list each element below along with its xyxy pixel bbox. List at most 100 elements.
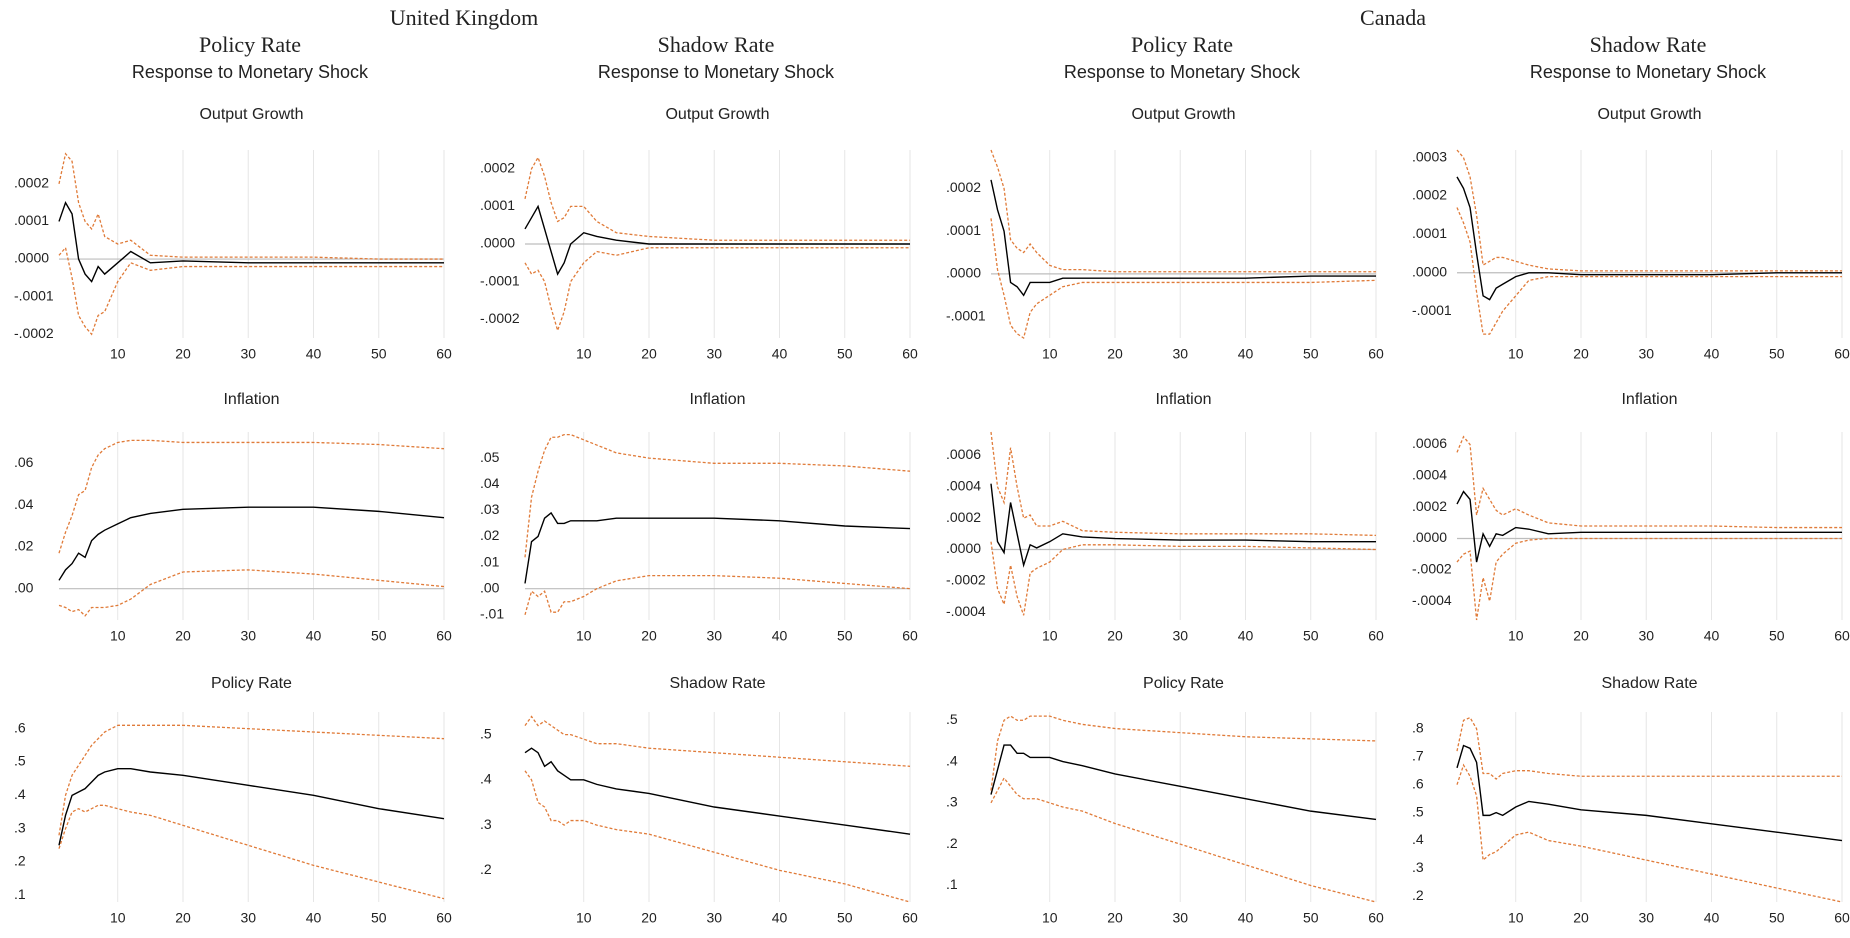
band-line bbox=[58, 804, 445, 900]
y-tick-label: .1 bbox=[14, 886, 26, 902]
panel-title: Output Growth bbox=[665, 106, 769, 123]
x-tick-label: 40 bbox=[306, 346, 322, 362]
x-tick-label: 50 bbox=[1769, 628, 1785, 644]
y-tick-label: -.0002 bbox=[1412, 561, 1452, 577]
y-tick-label: .3 bbox=[14, 819, 26, 835]
y-tick-label: .0006 bbox=[1412, 435, 1447, 451]
x-tick-label: 20 bbox=[1573, 910, 1589, 926]
column-subtitle: Response to Monetary Shock bbox=[1064, 62, 1301, 82]
x-tick-label: 10 bbox=[110, 910, 126, 926]
x-tick-label: 30 bbox=[1638, 910, 1654, 926]
y-tick-label: -.0002 bbox=[14, 325, 54, 341]
y-tick-label: .0002 bbox=[14, 175, 49, 191]
x-tick-label: 10 bbox=[1042, 628, 1058, 644]
column-subtitle: Response to Monetary Shock bbox=[1530, 62, 1767, 82]
band-line bbox=[58, 246, 444, 336]
x-tick-label: 20 bbox=[641, 628, 657, 644]
y-tick-label: .0001 bbox=[480, 197, 515, 213]
x-tick-label: 10 bbox=[1042, 346, 1058, 362]
y-tick-label: .0002 bbox=[946, 179, 981, 195]
y-tick-label: .0002 bbox=[1412, 498, 1447, 514]
x-tick-label: 20 bbox=[175, 628, 191, 644]
x-tick-label: 10 bbox=[576, 346, 592, 362]
x-tick-label: 10 bbox=[110, 628, 126, 644]
y-tick-label: .0004 bbox=[946, 478, 981, 494]
y-tick-label: .2 bbox=[14, 853, 26, 869]
x-tick-label: 50 bbox=[1303, 346, 1319, 362]
x-tick-label: 30 bbox=[1172, 346, 1188, 362]
band-line bbox=[524, 715, 911, 767]
x-tick-label: 10 bbox=[1508, 910, 1524, 926]
y-tick-label: .00 bbox=[14, 579, 34, 595]
x-tick-label: 40 bbox=[1238, 628, 1254, 644]
y-tick-label: -.0001 bbox=[14, 287, 54, 303]
y-tick-label: .05 bbox=[480, 449, 500, 465]
x-tick-label: 60 bbox=[1368, 910, 1384, 926]
band-line bbox=[1456, 435, 1842, 529]
x-tick-label: 50 bbox=[1769, 346, 1785, 362]
band-line bbox=[524, 155, 910, 241]
x-tick-label: 30 bbox=[1172, 628, 1188, 644]
x-tick-label: 60 bbox=[1368, 346, 1384, 362]
y-tick-label: .01 bbox=[480, 553, 500, 569]
x-tick-label: 30 bbox=[240, 346, 256, 362]
x-tick-label: 60 bbox=[436, 910, 452, 926]
y-tick-label: .00 bbox=[480, 579, 500, 595]
y-tick-label: .5 bbox=[946, 711, 958, 727]
x-tick-label: 40 bbox=[1704, 910, 1720, 926]
y-tick-label: .0000 bbox=[946, 540, 981, 556]
country-label: United Kingdom bbox=[390, 5, 539, 30]
y-tick-label: .0004 bbox=[1412, 467, 1447, 483]
y-tick-label: .4 bbox=[1412, 831, 1424, 847]
response-line bbox=[58, 767, 445, 846]
y-tick-label: .0001 bbox=[946, 222, 981, 238]
x-tick-label: 50 bbox=[1303, 628, 1319, 644]
y-tick-label: -.0001 bbox=[1412, 302, 1452, 318]
x-tick-label: 30 bbox=[240, 910, 256, 926]
x-tick-label: 40 bbox=[1704, 628, 1720, 644]
x-tick-label: 60 bbox=[902, 628, 918, 644]
x-tick-label: 30 bbox=[706, 628, 722, 644]
band-line bbox=[990, 776, 1377, 903]
x-tick-label: 10 bbox=[1042, 910, 1058, 926]
panel-title: Output Growth bbox=[199, 106, 303, 123]
y-tick-label: -.0002 bbox=[946, 572, 986, 588]
response-line bbox=[990, 483, 1376, 568]
y-tick-label: .3 bbox=[480, 816, 492, 832]
panel-title: Output Growth bbox=[1131, 106, 1235, 123]
band-line bbox=[524, 433, 911, 558]
response-line bbox=[990, 744, 1377, 821]
band-line bbox=[524, 247, 910, 333]
country-label: Canada bbox=[1360, 5, 1426, 30]
y-tick-label: .5 bbox=[1412, 803, 1424, 819]
y-tick-label: -.0001 bbox=[480, 272, 520, 288]
x-tick-label: 20 bbox=[641, 910, 657, 926]
y-tick-label: .02 bbox=[14, 538, 34, 554]
y-tick-label: .0002 bbox=[480, 160, 515, 176]
band-line bbox=[524, 770, 911, 903]
column-title: Shadow Rate bbox=[658, 32, 775, 57]
column-subtitle: Response to Monetary Shock bbox=[598, 62, 835, 82]
x-tick-label: 40 bbox=[306, 628, 322, 644]
panel-title: Inflation bbox=[689, 391, 745, 408]
x-tick-label: 20 bbox=[1573, 628, 1589, 644]
band-line bbox=[58, 152, 444, 260]
y-tick-label: .0000 bbox=[14, 250, 49, 266]
x-tick-label: 50 bbox=[371, 346, 387, 362]
response-line bbox=[1456, 490, 1842, 563]
x-tick-label: 60 bbox=[436, 346, 452, 362]
y-tick-label: -.0001 bbox=[946, 307, 986, 323]
response-line bbox=[58, 200, 444, 283]
y-tick-label: .5 bbox=[480, 725, 492, 741]
y-tick-label: .7 bbox=[1412, 747, 1424, 763]
y-tick-label: .0000 bbox=[480, 235, 515, 251]
y-tick-label: .2 bbox=[946, 835, 958, 851]
panel-title: Policy Rate bbox=[1143, 675, 1224, 692]
column-title: Shadow Rate bbox=[1590, 32, 1707, 57]
x-tick-label: 30 bbox=[706, 346, 722, 362]
x-tick-label: 20 bbox=[1107, 910, 1123, 926]
x-tick-label: 50 bbox=[837, 910, 853, 926]
x-tick-label: 30 bbox=[706, 910, 722, 926]
x-tick-label: 20 bbox=[1107, 346, 1123, 362]
y-tick-label: .6 bbox=[1412, 775, 1424, 791]
